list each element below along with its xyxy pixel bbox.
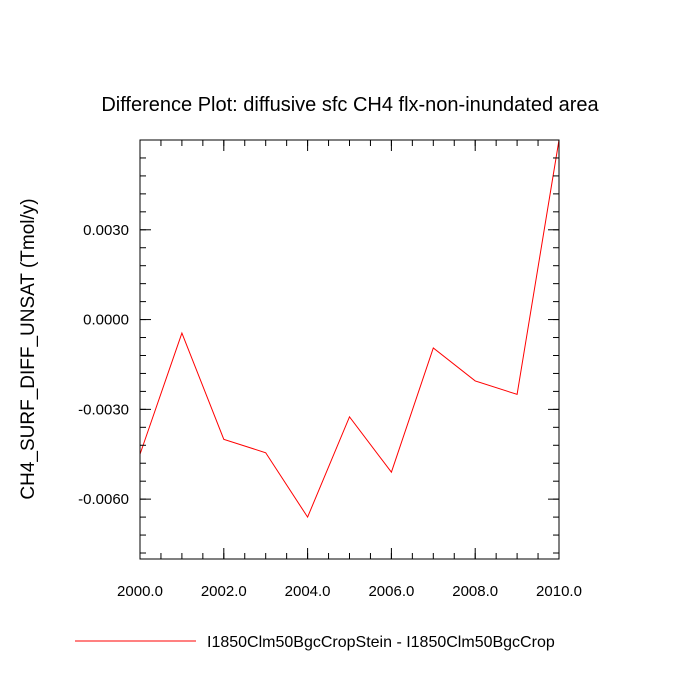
x-axis: 2000.0 2002.0 2004.0 2006.0 2008.0 2010.0 (117, 140, 582, 600)
plot-frame (139, 139, 560, 560)
y-tick-label: 0.0000 (83, 312, 129, 329)
y-tick-label: -0.0030 (78, 401, 129, 418)
series-line (139, 139, 560, 519)
x-tick-label: 2008.0 (452, 583, 498, 600)
y-tick-label: -0.0060 (78, 491, 129, 508)
chart-title: Difference Plot: diffusive sfc CH4 flx-n… (101, 94, 599, 116)
x-tick-label: 2004.0 (285, 583, 331, 600)
legend-label: I1850Clm50BgcCropStein - I1850Clm50BgcCr… (207, 634, 555, 651)
plot-series-layer (139, 139, 560, 519)
x-tick-label: 2006.0 (368, 583, 414, 600)
legend: I1850Clm50BgcCropStein - I1850Clm50BgcCr… (75, 634, 555, 651)
y-axis: -0.0060 -0.0030 0.0000 0.0030 (78, 139, 559, 554)
x-tick-label: 2002.0 (201, 583, 247, 600)
y-tick-label: 0.0030 (83, 222, 129, 239)
y-axis-label: CH4_SURF_DIFF_UNSAT (Tmol/y) (18, 198, 39, 499)
x-tick-label: 2010.0 (536, 583, 582, 600)
x-tick-label: 2000.0 (117, 583, 163, 600)
